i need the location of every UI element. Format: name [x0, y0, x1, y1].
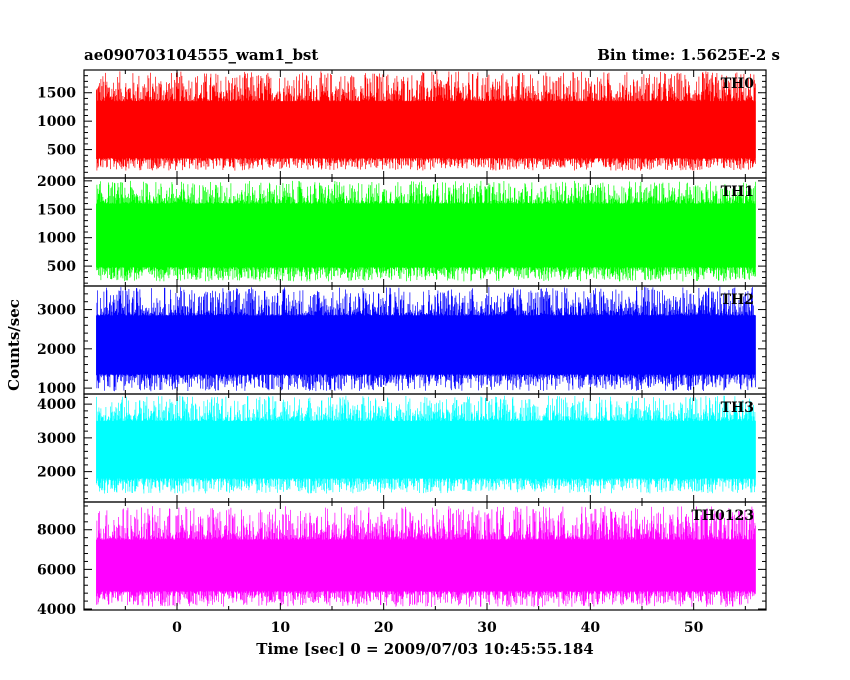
panel-th0: 500 1000 1500 TH0: [37, 69, 767, 179]
panel-label-th2: TH2: [721, 292, 754, 308]
bin-time-label: Bin time: 1.5625E-2 s: [597, 46, 780, 64]
panel-th3: 2000 3000 4000 TH3: [37, 393, 767, 503]
y-tick-label: 1500: [37, 202, 76, 218]
y-tick-label: 500: [47, 259, 76, 275]
y-tick-label: 8000: [37, 523, 76, 539]
panel-label-th0123: TH0123: [691, 508, 754, 524]
series-line-th0123: [96, 506, 756, 607]
x-tick-label: 0: [172, 620, 182, 636]
x-tick-label: 10: [271, 620, 291, 636]
panel-label-th0: TH0: [721, 76, 755, 92]
panel-th0123: 4000 6000 8000 TH0123: [37, 501, 767, 618]
y-tick-label: 2000: [37, 174, 76, 190]
x-axis: 0 10 20 30 40 50: [172, 620, 704, 636]
x-tick-label: 20: [374, 620, 394, 636]
y-axis-title: Counts/sec: [5, 299, 23, 391]
series-line-th1: [96, 180, 756, 282]
y-tick-label: 1000: [37, 231, 76, 247]
y-tick-label: 2000: [37, 342, 76, 358]
y-tick-label: 4000: [37, 602, 76, 618]
x-tick-label: 40: [581, 620, 601, 636]
y-tick-label: 6000: [37, 562, 76, 578]
series-line-th0: [96, 71, 756, 171]
y-tick-label: 1000: [37, 381, 76, 397]
y-tick-label: 3000: [37, 303, 76, 319]
x-tick-label: 30: [477, 620, 497, 636]
y-tick-label: 4000: [37, 397, 76, 413]
x-tick-label: 50: [684, 620, 704, 636]
series-line-th2: [96, 286, 756, 392]
panel-label-th3: TH3: [721, 400, 754, 416]
series-line-th3: [96, 395, 756, 494]
panel-label-th1: TH1: [721, 184, 754, 200]
y-tick-label: 1500: [37, 86, 76, 102]
chart-title: ae090703104555_wam1_bst: [84, 46, 318, 64]
panel-th1: 500 1000 1500 2000 TH1: [37, 174, 767, 287]
y-tick-label: 1000: [37, 114, 76, 130]
panels-group: 50010001500TH0500100015002000TH110002000…: [37, 69, 767, 618]
panel-th2: 1000 2000 3000 TH2: [37, 285, 767, 397]
x-axis-title: Time [sec] 0 = 2009/07/03 10:45:55.184: [256, 640, 593, 658]
panel-frame: [83, 501, 767, 611]
y-tick-label: 3000: [37, 431, 76, 447]
y-tick-label: 2000: [37, 465, 76, 481]
y-tick-label: 500: [47, 143, 76, 159]
